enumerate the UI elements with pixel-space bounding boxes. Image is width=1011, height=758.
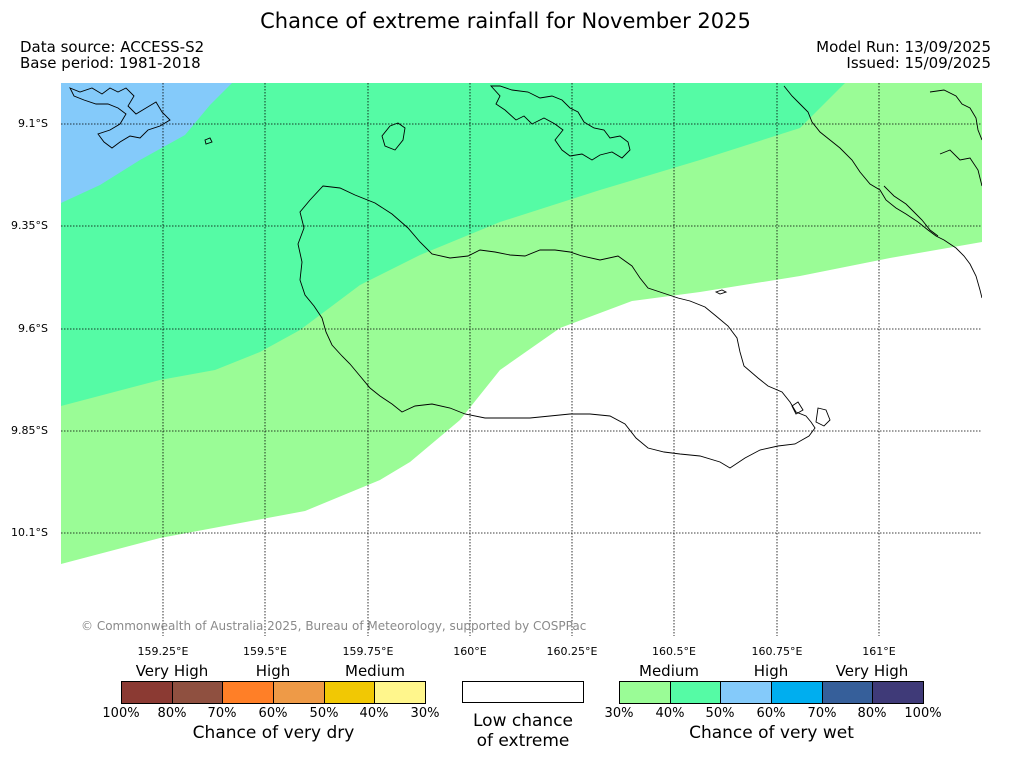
coastline-florida-islands bbox=[489, 85, 631, 161]
legend-wet-tick: 30% bbox=[604, 706, 634, 721]
legend-wet-tick: 70% bbox=[807, 706, 837, 721]
legend-low-line2: of extreme bbox=[476, 731, 570, 751]
copyright-notice: © Commonwealth of Australia 2025, Bureau… bbox=[81, 619, 587, 633]
islet-3 bbox=[815, 407, 831, 427]
lon-label: 159.75°E bbox=[342, 645, 394, 658]
coastline-nggela bbox=[69, 87, 171, 149]
legend-dry-swatch bbox=[274, 682, 325, 703]
legend-dry-category: Medium bbox=[345, 662, 405, 680]
legend-dry-tick: 80% bbox=[157, 706, 187, 721]
lon-label: 160.25°E bbox=[546, 645, 598, 658]
model-run: Model Run: 13/09/2025 bbox=[816, 38, 991, 56]
lat-label: 10.1°S bbox=[11, 526, 48, 539]
lat-label: 9.85°S bbox=[11, 424, 48, 437]
graticule bbox=[61, 83, 982, 636]
coastline-malaita-north bbox=[929, 89, 982, 141]
probability-zones bbox=[61, 83, 982, 636]
legend-dry-tick: 40% bbox=[359, 706, 389, 721]
lat-label: 9.6°S bbox=[18, 322, 48, 335]
legend-dry-tick: 50% bbox=[309, 706, 339, 721]
legend-dry-tick: 70% bbox=[207, 706, 237, 721]
legend-wet-category: High bbox=[753, 662, 789, 680]
legend-wet-tick: 60% bbox=[756, 706, 786, 721]
coastline-malaita bbox=[783, 85, 982, 299]
legend-low-swatch bbox=[462, 681, 584, 703]
legend-dry-category: High bbox=[255, 662, 291, 680]
zone-wet-40-50 bbox=[61, 83, 845, 406]
legend-wet-category: Very High bbox=[835, 662, 909, 680]
islet-2 bbox=[791, 401, 804, 415]
legend-dry-swatch bbox=[375, 682, 426, 703]
legend-dry-swatch bbox=[324, 682, 376, 703]
legend-wet-swatch bbox=[721, 682, 773, 703]
islet-4 bbox=[204, 137, 213, 145]
legend-dry-caption: Chance of very dry bbox=[192, 723, 355, 743]
legend-wet-tick: 40% bbox=[655, 706, 685, 721]
legend-dry-category: Very High bbox=[135, 662, 209, 680]
legend-wet-tick: 100% bbox=[904, 706, 942, 721]
coastline-guadalcanal bbox=[297, 185, 816, 469]
legend-wet-caption: Chance of very wet bbox=[689, 723, 854, 743]
legend-low-caption: Low chance of extreme bbox=[452, 711, 594, 751]
legend-dry-swatch bbox=[122, 682, 173, 703]
coastline-ngella-east bbox=[939, 149, 982, 187]
legend-low-line1: Low chance bbox=[473, 711, 573, 731]
legend-dry-swatch bbox=[223, 682, 275, 703]
meta-right: Model Run: 13/09/2025 Issued: 15/09/2025 bbox=[816, 39, 991, 71]
islet-1 bbox=[714, 289, 728, 295]
legend-wet-swatch bbox=[620, 682, 671, 703]
coastline-ngella-south bbox=[883, 185, 939, 237]
lon-label: 161°E bbox=[862, 645, 896, 658]
lat-label: 9.1°S bbox=[18, 117, 48, 130]
zone-wet-50-60 bbox=[61, 83, 232, 203]
meta-left: Data source: ACCESS-S2 Base period: 1981… bbox=[20, 39, 204, 71]
legend-wet-category: Medium bbox=[639, 662, 699, 680]
lon-label: 160.75°E bbox=[751, 645, 803, 658]
lat-label: 9.35°S bbox=[11, 219, 48, 232]
coastline-savo bbox=[381, 122, 406, 151]
legend-wet-swatch bbox=[670, 682, 722, 703]
legend-wet-tick: 80% bbox=[857, 706, 887, 721]
issued-date: Issued: 15/09/2025 bbox=[846, 54, 991, 72]
map-title: Chance of extreme rainfall for November … bbox=[260, 9, 751, 33]
legend-dry-colorbar bbox=[121, 681, 426, 704]
legend-dry-tick: 60% bbox=[258, 706, 288, 721]
lon-label: 159.5°E bbox=[243, 645, 287, 658]
legend-wet-colorbar bbox=[619, 681, 924, 704]
coastlines bbox=[69, 85, 982, 469]
legend-dry-tick: 100% bbox=[102, 706, 140, 721]
legend-wet-swatch bbox=[873, 682, 924, 703]
legend-wet-swatch bbox=[772, 682, 823, 703]
lon-label: 160.5°E bbox=[652, 645, 696, 658]
lon-label: 159.25°E bbox=[137, 645, 189, 658]
base-period: Base period: 1981-2018 bbox=[20, 54, 201, 72]
legend-dry-swatch bbox=[172, 682, 224, 703]
lon-label: 160°E bbox=[453, 645, 487, 658]
legend-wet-tick: 50% bbox=[705, 706, 735, 721]
legend-dry-tick: 30% bbox=[410, 706, 440, 721]
data-source: Data source: ACCESS-S2 bbox=[20, 38, 205, 56]
legend-wet-swatch bbox=[822, 682, 874, 703]
